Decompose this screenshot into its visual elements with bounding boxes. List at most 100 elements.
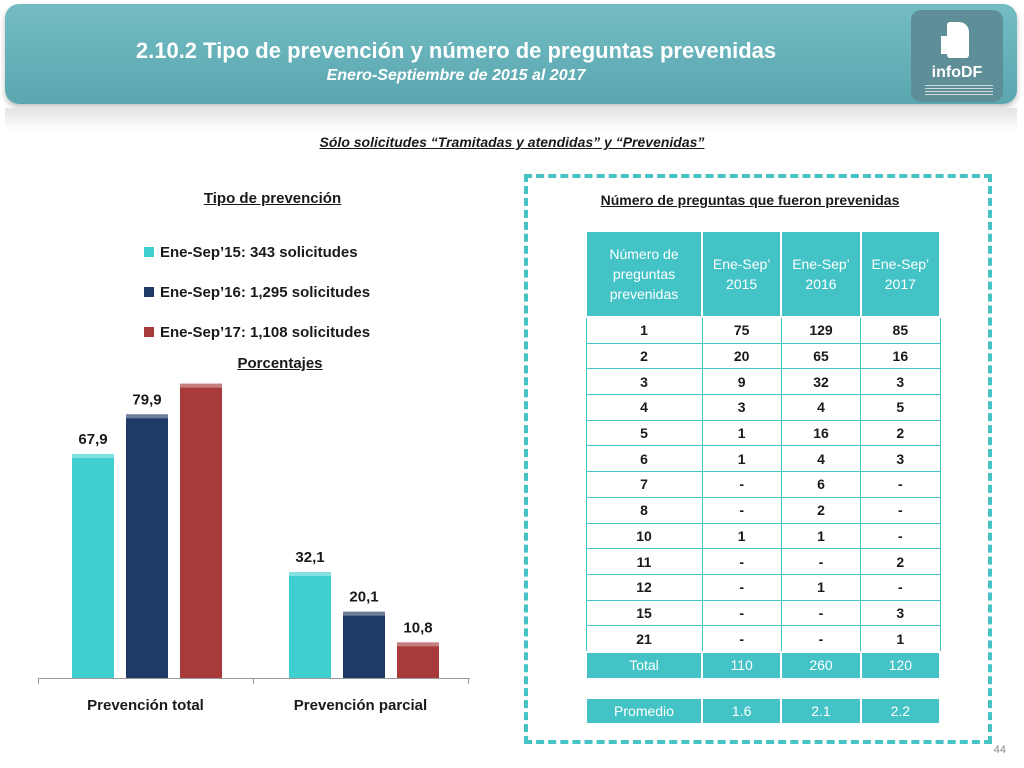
table-row: 8-2- xyxy=(585,496,941,524)
cell-questions: 21 xyxy=(585,625,703,653)
data-label: 10,8 xyxy=(403,619,432,636)
average-table: Promedio 1.6 2.1 2.2 xyxy=(585,697,942,725)
logo-text: infoDF xyxy=(931,64,983,81)
cell-2017: 85 xyxy=(860,316,941,344)
data-label: 67,9 xyxy=(78,431,107,448)
cell-2015: - xyxy=(701,496,782,524)
header-cell-questions: Número de preguntas prevenidas xyxy=(585,230,703,318)
data-label: 79,9 xyxy=(132,391,161,408)
cell-questions: 5 xyxy=(585,419,703,447)
legend-swatch-2017 xyxy=(144,327,154,337)
cell-2015: - xyxy=(701,599,782,627)
legend-label-2016: Ene-Sep’16: 1,295 solicitudes xyxy=(160,283,371,301)
cell-2017: 3 xyxy=(860,368,941,396)
cell-2017: 1 xyxy=(860,625,941,653)
cell-2016: - xyxy=(780,625,862,653)
cell-2016: 1 xyxy=(780,573,862,601)
table-row: 3 9 32 3 xyxy=(585,368,941,396)
cell-2017: - xyxy=(860,522,941,550)
average-label: Promedio xyxy=(585,697,703,725)
logo-fine-print xyxy=(925,85,993,95)
section-subheading: Sólo solicitudes “Tramitadas y atendidas… xyxy=(319,134,705,150)
cell-2015: 1 xyxy=(701,522,782,550)
table-row: 5 1 16 2 xyxy=(585,419,941,447)
cell-questions: 12 xyxy=(585,573,703,601)
cell-questions: 3 xyxy=(585,368,703,396)
total-row: Total 110 260 120 xyxy=(585,650,942,680)
legend-swatch-2015 xyxy=(144,247,154,257)
data-label: 32,1 xyxy=(295,549,324,566)
bar-highlight xyxy=(343,611,385,616)
cell-2015: - xyxy=(701,625,782,653)
cell-2015: 1 xyxy=(701,419,782,447)
cell-2017: 2 xyxy=(860,548,941,575)
chart-title: Tipo de prevención xyxy=(203,190,342,207)
header-cell-2015: Ene-Sep’ 2015 xyxy=(700,230,783,318)
category-label: Prevención total xyxy=(87,697,204,714)
bar-highlight xyxy=(72,453,114,458)
cell-2015: 9 xyxy=(701,368,782,396)
total-2016: 260 xyxy=(780,650,862,680)
bar xyxy=(397,642,439,678)
cell-questions: 7 xyxy=(585,471,703,498)
cell-questions: 6 xyxy=(585,445,703,473)
cell-2017: - xyxy=(860,471,941,498)
header-banner: 2.10.2 Tipo de prevención y número de pr… xyxy=(5,4,1017,104)
cell-2015: 3 xyxy=(701,394,782,421)
table-body: 1 75 129 85 2 20 65 16 3 9 32 3 4 3 4 5 5 1 16 2 6 1 4 3 7-6-8-2… xyxy=(585,316,942,680)
cell-questions: 11 xyxy=(585,548,703,575)
legend-label-2017: Ene-Sep’17: 1,108 solicitudes xyxy=(160,323,371,341)
cell-questions: 1 xyxy=(585,316,703,344)
bar-highlight xyxy=(126,414,168,419)
legend-item-2015: Ene-Sep’15: 343 solicitudes xyxy=(144,232,370,272)
bar-highlight xyxy=(180,383,222,388)
total-2017: 120 xyxy=(859,650,942,680)
bar-highlight xyxy=(289,572,331,577)
logo-figure-icon xyxy=(941,36,951,54)
cell-2017: 16 xyxy=(860,342,941,370)
table-row: 10 1 1- xyxy=(585,522,941,550)
cell-2016: 129 xyxy=(780,316,862,344)
average-2017: 2.2 xyxy=(859,697,942,725)
cell-2016: 16 xyxy=(780,419,862,447)
legend-label-2015: Ene-Sep’15: 343 solicitudes xyxy=(160,243,358,261)
page-number: 44 xyxy=(993,744,1006,756)
chart-subtitle: Porcentajes xyxy=(237,355,323,372)
category-label: Prevención parcial xyxy=(294,697,427,714)
cell-2017: - xyxy=(860,573,941,601)
cell-2015: - xyxy=(701,548,782,575)
table-row: 1 75 129 85 xyxy=(585,316,941,344)
average-row: Promedio 1.6 2.1 2.2 xyxy=(585,697,942,725)
cell-2015: - xyxy=(701,573,782,601)
table-row: 12-1- xyxy=(585,573,941,601)
bar xyxy=(289,572,331,678)
total-questions: Total xyxy=(585,650,703,680)
cell-2015: 1 xyxy=(701,445,782,473)
cell-2016: 6 xyxy=(780,471,862,498)
cell-2016: 1 xyxy=(780,522,862,550)
cell-2015: - xyxy=(701,471,782,498)
cell-2017: 3 xyxy=(860,445,941,473)
header-cell-2017: Ene-Sep’ 2017 xyxy=(859,230,942,318)
cell-2016: 2 xyxy=(780,496,862,524)
cell-2015: 75 xyxy=(701,316,782,344)
cell-2015: 20 xyxy=(701,342,782,370)
infodf-logo: infoDF xyxy=(911,10,1003,102)
table-title: Número de preguntas que fueron prevenida… xyxy=(600,192,900,208)
average-2016: 2.1 xyxy=(780,697,862,725)
cell-questions: 15 xyxy=(585,599,703,627)
cell-2017: 2 xyxy=(860,419,941,447)
cell-2017: 5 xyxy=(860,394,941,421)
table-frame xyxy=(524,174,992,744)
header-cell-2016: Ene-Sep’ 2016 xyxy=(780,230,862,318)
cell-2016: 4 xyxy=(780,394,862,421)
cell-2016: - xyxy=(780,599,862,627)
table-row: 11- -2 xyxy=(585,548,941,575)
chart-legend: Ene-Sep’15: 343 solicitudes Ene-Sep’16: … xyxy=(144,232,370,352)
bar-chart: 67,979,989,2Prevención total32,120,110,8… xyxy=(38,383,470,714)
page-subtitle: Enero-Septiembre de 2015 al 2017 xyxy=(326,67,586,84)
average-2015: 1.6 xyxy=(700,697,783,725)
table-row: 7-6- xyxy=(585,471,941,498)
legend-item-2017: Ene-Sep’17: 1,108 solicitudes xyxy=(144,312,370,352)
cell-questions: 10 xyxy=(585,522,703,550)
